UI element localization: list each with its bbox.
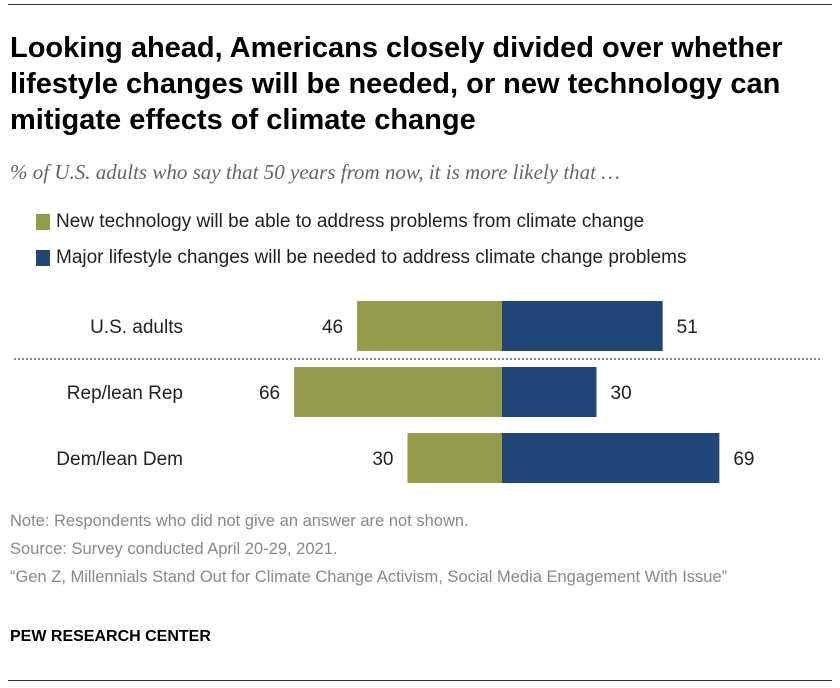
category-label: U.S. adults bbox=[90, 317, 183, 338]
legend-swatch bbox=[36, 250, 50, 266]
source: Source: Survey conducted April 20-29, 20… bbox=[10, 540, 338, 558]
category-label: Rep/lean Rep bbox=[67, 383, 183, 404]
chart-subtitle: % of U.S. adults who say that 50 years f… bbox=[10, 160, 620, 184]
report-title: “Gen Z, Millennials Stand Out for Climat… bbox=[10, 568, 728, 586]
bar-lifestyle bbox=[502, 367, 597, 417]
data-label-technology: 66 bbox=[259, 383, 280, 404]
legend-swatch bbox=[36, 214, 50, 230]
data-label-lifestyle: 51 bbox=[677, 317, 698, 338]
brand-logo-text: PEW RESEARCH CENTER bbox=[10, 628, 211, 645]
bar-technology bbox=[407, 433, 502, 483]
data-label-technology: 30 bbox=[372, 449, 393, 470]
data-label-technology: 46 bbox=[322, 317, 343, 338]
legend-item-technology: New technology will be able to address p… bbox=[36, 211, 644, 233]
bottom-rule bbox=[8, 680, 832, 681]
legend-label: Major lifestyle changes will be needed t… bbox=[56, 247, 687, 268]
bar-lifestyle bbox=[502, 433, 720, 483]
note: Note: Respondents who did not give an an… bbox=[10, 512, 469, 530]
legend-label: New technology will be able to address p… bbox=[56, 211, 645, 232]
bar-technology bbox=[357, 301, 502, 351]
legend-item-lifestyle: Major lifestyle changes will be needed t… bbox=[36, 247, 687, 269]
bar-technology bbox=[294, 367, 502, 417]
data-label-lifestyle: 30 bbox=[611, 383, 632, 404]
top-rule bbox=[8, 4, 832, 5]
bar-lifestyle bbox=[502, 301, 663, 351]
chart-title: Looking ahead, Americans closely divided… bbox=[10, 32, 783, 136]
data-label-lifestyle: 69 bbox=[733, 449, 754, 470]
category-label: Dem/lean Dem bbox=[56, 449, 183, 470]
